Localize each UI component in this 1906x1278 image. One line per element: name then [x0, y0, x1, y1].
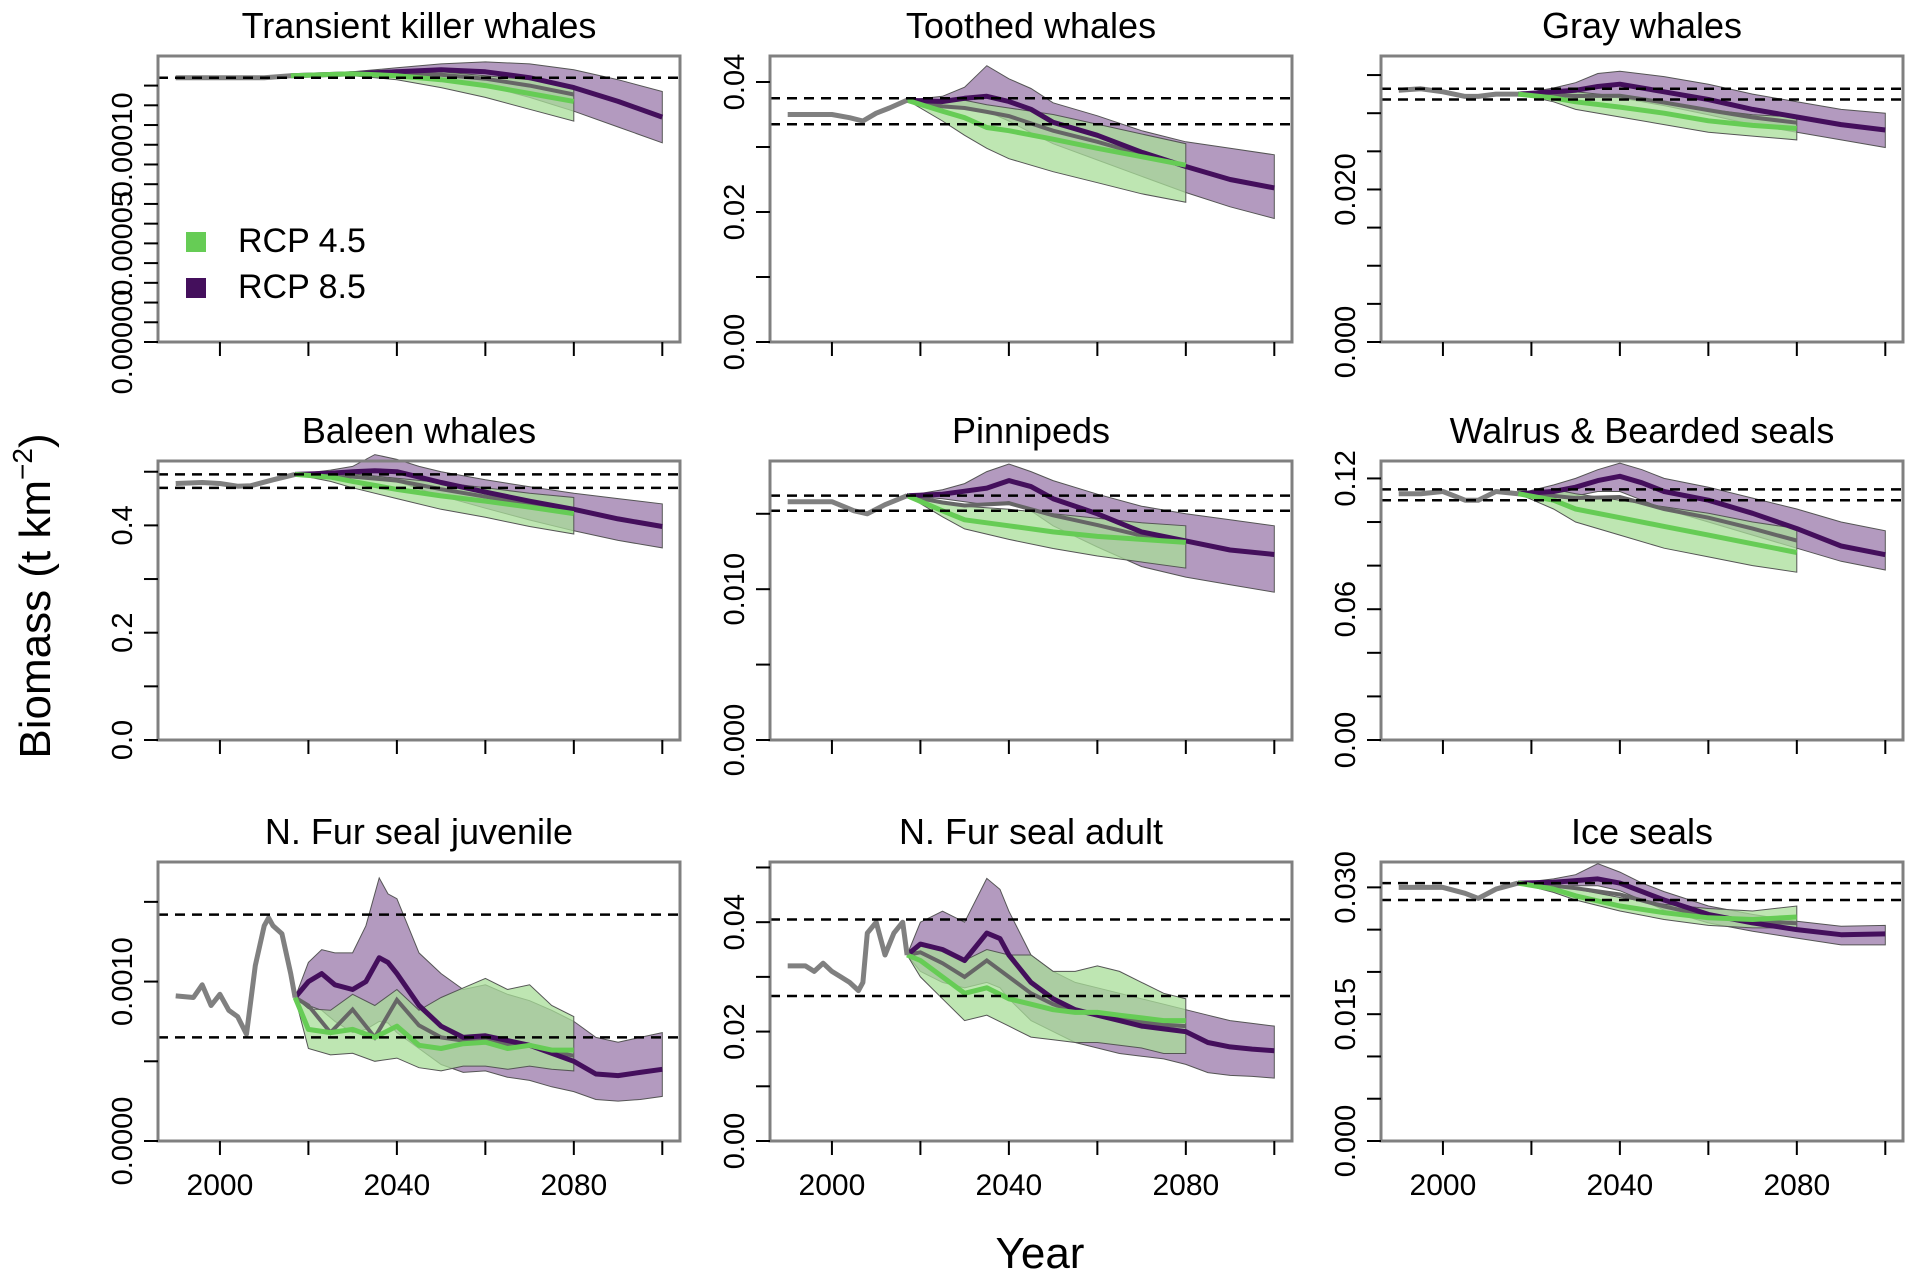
rcp45-line — [292, 996, 574, 1053]
panel-1: Toothed whales 0.00 0.02 0.04 — [719, 5, 1294, 370]
panel-0: Transient killer whales 0.000000.000050.0… — [107, 5, 682, 395]
y-tick-label: 0.2 — [107, 613, 139, 653]
y-tick-label: 0.00 — [719, 314, 751, 370]
panel-4: Pinnipeds 0.000 0.010 — [719, 410, 1294, 777]
rcp45-line — [906, 493, 1186, 545]
panel-frame — [156, 860, 682, 1143]
panel-8: Ice seals 0.000 0.015 0.030 2000 2040 2080 — [1330, 811, 1905, 1202]
panel-frame — [768, 54, 1294, 344]
rcp45-line — [906, 952, 1186, 1024]
y-tick-label: 0.02 — [719, 1003, 751, 1059]
panel-title: Baleen whales — [302, 410, 536, 451]
x-tick-label: 2080 — [540, 1169, 607, 1202]
y-tick-label: 0.0010 — [107, 937, 139, 1026]
y-tick-label: 0.020 — [1330, 153, 1362, 226]
panel-2: Gray whales 0.000 0.020 — [1330, 5, 1905, 379]
panel-title: Gray whales — [1542, 5, 1742, 46]
y-tick-label: 0.00005 — [107, 191, 139, 296]
ensemble-mean-line — [906, 493, 1187, 544]
panel-frame — [156, 54, 682, 344]
panel-title: Transient killer whales — [242, 5, 597, 46]
history-line — [1398, 489, 1519, 503]
rcp85-line — [1517, 81, 1886, 133]
x-tick-label: 2040 — [1587, 1169, 1654, 1202]
ensemble-mean-line — [906, 98, 1187, 168]
legend-label: RCP 4.5 — [238, 222, 366, 260]
x-tick-label: 2000 — [1410, 1169, 1477, 1202]
history-line — [787, 493, 909, 517]
y-tick-label: 0.00 — [1330, 712, 1362, 768]
y-tick-label: 0.000 — [1330, 306, 1362, 379]
y-tick-label: 0.0 — [107, 720, 139, 760]
rcp85-line — [1517, 473, 1886, 558]
y-tick-label: 0.000 — [1330, 1105, 1362, 1178]
x-tick-label: 2000 — [187, 1169, 254, 1202]
history-line — [175, 471, 296, 489]
panel-title: N. Fur seal juvenile — [265, 811, 573, 852]
legend-swatch — [186, 232, 206, 252]
y-tick-label: 0.010 — [719, 553, 751, 626]
x-axis-label: Year — [996, 1229, 1085, 1278]
rcp85-line — [293, 955, 663, 1079]
y-tick-label: 0.030 — [1330, 851, 1362, 924]
y-tick-label: 0.04 — [719, 894, 751, 950]
rcp85-line — [295, 468, 663, 529]
y-tick-label: 0.06 — [1330, 581, 1362, 637]
panel-7: N. Fur seal adult 0.00 0.02 0.04 2000 2040 208… — [719, 811, 1294, 1202]
y-axis-label: Biomass (t km−2) — [7, 433, 60, 758]
y-tick-label: 0.4 — [107, 505, 139, 545]
history-line — [1398, 880, 1519, 901]
legend-swatch — [186, 278, 206, 298]
panel-frame — [768, 860, 1294, 1143]
panel-title: Ice seals — [1571, 811, 1713, 852]
rcp45-line — [1517, 491, 1798, 555]
panel-title: Walrus & Bearded seals — [1450, 410, 1835, 451]
y-tick-label: 0.015 — [1330, 978, 1362, 1051]
panel-5: Walrus & Bearded seals 0.00 0.06 0.12 — [1330, 410, 1905, 768]
y-tick-label: 0.02 — [719, 184, 751, 240]
rcp85-line — [905, 930, 1275, 1054]
y-tick-label: 0.12 — [1330, 450, 1362, 506]
rcp85-line — [906, 478, 1275, 557]
panel-frame — [768, 459, 1294, 742]
ensemble-mean-line — [906, 950, 1186, 1029]
x-tick-label: 2040 — [976, 1169, 1043, 1202]
y-tick-label: 0.00000 — [107, 290, 139, 395]
legend-label: RCP 8.5 — [238, 268, 366, 306]
x-tick-label: 2080 — [1152, 1169, 1219, 1202]
panel-frame — [1379, 860, 1905, 1143]
x-tick-label: 2040 — [364, 1169, 431, 1202]
rcp85-line — [1518, 876, 1886, 938]
y-tick-label: 0.000 — [719, 704, 751, 777]
y-tick-label: 0.04 — [719, 54, 751, 110]
x-tick-label: 2000 — [799, 1169, 866, 1202]
rcp45-line — [290, 71, 575, 104]
history-line — [175, 915, 298, 1037]
panel-title: Pinnipeds — [952, 410, 1110, 451]
y-tick-label: 0.0000 — [107, 1097, 139, 1186]
panel-frame — [1379, 459, 1905, 742]
panel-6: N. Fur seal juvenile 0.0000 0.0010 2000 2040… — [107, 811, 682, 1202]
history-line — [787, 97, 909, 124]
panel-3: Baleen whales 0.0 0.2 0.4 — [107, 410, 682, 760]
panel-frame — [156, 459, 682, 742]
x-tick-label: 2080 — [1763, 1169, 1830, 1202]
ensemble-mean-line — [1517, 491, 1798, 543]
panel-title: N. Fur seal adult — [899, 811, 1163, 852]
panel-title: Toothed whales — [906, 5, 1156, 46]
rcp45-line — [294, 471, 575, 517]
panel-frame — [1379, 54, 1905, 344]
history-line — [787, 919, 910, 994]
y-tick-label: 0.00010 — [107, 92, 139, 197]
rcp45-line — [1517, 880, 1797, 922]
rcp45-line — [906, 97, 1187, 168]
y-tick-label: 0.00 — [719, 1113, 751, 1169]
